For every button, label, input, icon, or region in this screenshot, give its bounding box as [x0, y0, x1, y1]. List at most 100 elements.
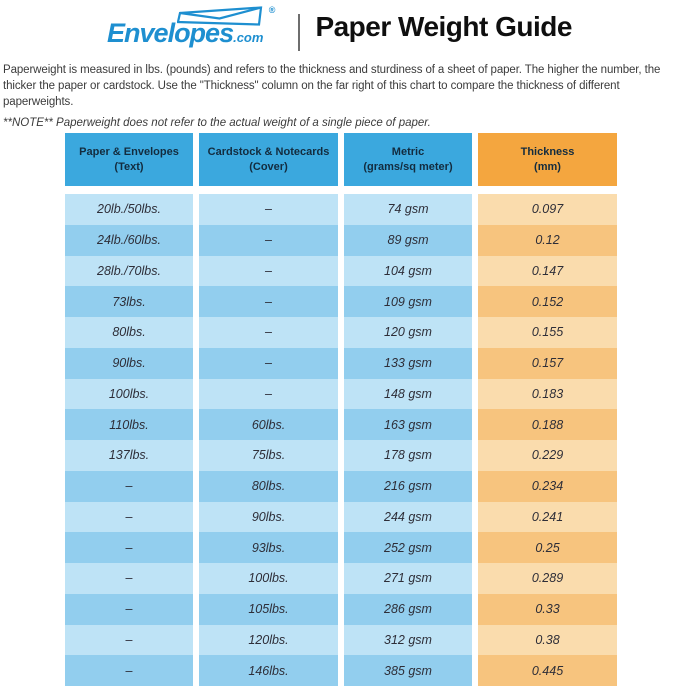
table-cell: 90lbs. [65, 347, 193, 379]
table-cell: 80lbs. [199, 470, 338, 502]
table-cell: 90lbs. [199, 501, 338, 533]
header-label: Thickness [520, 145, 575, 158]
table-cell: – [199, 317, 338, 348]
table-cell: 0.097 [478, 194, 617, 225]
table-cell: 312 gsm [344, 624, 472, 656]
table-cell: 74 gsm [344, 194, 472, 225]
intro-note: **NOTE** Paperweight does not refer to t… [3, 117, 431, 129]
table-cell: 89 gsm [344, 224, 472, 256]
table-cell: 109 gsm [344, 286, 472, 317]
brand-header: ® Envelopes.com Paper Weight Guide [0, 0, 679, 51]
table-row: 137lbs. 75lbs. 178 gsm 0.229 [65, 440, 617, 471]
table-cell: 137lbs. [65, 440, 193, 471]
table-cell: – [65, 624, 193, 656]
table-cell: 271 gsm [344, 563, 472, 594]
table-cell: 60lbs. [199, 409, 338, 440]
table-cell: 120 gsm [344, 317, 472, 348]
table-row: – 105lbs. 286 gsm 0.33 [65, 593, 617, 625]
table-cell: 93lbs. [199, 532, 338, 563]
table-row: – 80lbs. 216 gsm 0.234 [65, 470, 617, 502]
table-cell: – [65, 532, 193, 563]
table-cell: 120lbs. [199, 624, 338, 656]
header-label: Paper & Envelopes [79, 145, 179, 158]
table-cell: 252 gsm [344, 532, 472, 563]
table-cell: 0.33 [478, 593, 617, 625]
table-cell: 0.445 [478, 655, 617, 686]
envelope-icon [177, 6, 263, 26]
paperweight-table: Paper & Envelopes (Text) Cardstock & Not… [65, 133, 617, 686]
table-cell: 0.147 [478, 255, 617, 287]
table-cell: – [199, 378, 338, 410]
table-cell: 0.234 [478, 470, 617, 502]
table-cell: 100lbs. [65, 378, 193, 410]
header-cell-thickness: Thickness (mm) [478, 133, 617, 186]
table-cell: – [199, 286, 338, 317]
header-cell-cardstock-notecards: Cardstock & Notecards (Cover) [199, 133, 338, 186]
header-cell-metric: Metric (grams/sq meter) [344, 133, 472, 186]
header-sublabel: (mm) [534, 160, 561, 173]
table-cell: 0.241 [478, 501, 617, 533]
table-row: – 90lbs. 244 gsm 0.241 [65, 501, 617, 533]
table-row: – 100lbs. 271 gsm 0.289 [65, 563, 617, 594]
table-cell: 110lbs. [65, 409, 193, 440]
table-cell: 0.155 [478, 317, 617, 348]
table-cell: 244 gsm [344, 501, 472, 533]
envelopes-logo: ® Envelopes.com [107, 5, 289, 49]
table-cell: – [199, 255, 338, 287]
table-cell: 0.38 [478, 624, 617, 656]
table-cell: – [65, 501, 193, 533]
table-row: 73lbs. – 109 gsm 0.152 [65, 286, 617, 317]
table-cell: 28lb./70lbs. [65, 255, 193, 287]
table-cell: 20lb./50lbs. [65, 194, 193, 225]
table-row: 28lb./70lbs. – 104 gsm 0.147 [65, 255, 617, 287]
table-header-row: Paper & Envelopes (Text) Cardstock & Not… [65, 133, 617, 186]
table-cell: 100lbs. [199, 563, 338, 594]
table-cell: 105lbs. [199, 593, 338, 625]
header-divider [298, 14, 301, 51]
table-cell: – [199, 347, 338, 379]
table-row: – 120lbs. 312 gsm 0.38 [65, 624, 617, 656]
table-cell: – [65, 593, 193, 625]
table-cell: 146lbs. [199, 655, 338, 686]
table-cell: 0.152 [478, 286, 617, 317]
table-row: 90lbs. – 133 gsm 0.157 [65, 347, 617, 379]
table-row: 20lb./50lbs. – 74 gsm 0.097 [65, 194, 617, 225]
table-row: 80lbs. – 120 gsm 0.155 [65, 317, 617, 348]
table-cell: 104 gsm [344, 255, 472, 287]
table-row: 24lb./60lbs. – 89 gsm 0.12 [65, 224, 617, 256]
table-cell: 0.183 [478, 378, 617, 410]
table-row: – 146lbs. 385 gsm 0.445 [65, 655, 617, 686]
table-cell: 0.188 [478, 409, 617, 440]
table-cell: 133 gsm [344, 347, 472, 379]
intro-paragraph: Paperweight is measured in lbs. (pounds)… [3, 64, 661, 108]
table-cell: 148 gsm [344, 378, 472, 410]
table-cell: 0.229 [478, 440, 617, 471]
registered-mark: ® [268, 5, 276, 15]
header-sublabel: (Text) [114, 160, 144, 173]
table-cell: 163 gsm [344, 409, 472, 440]
header-label: Cardstock & Notecards [207, 145, 330, 158]
table-cell: – [199, 224, 338, 256]
table-cell: 0.12 [478, 224, 617, 256]
table-cell: 0.25 [478, 532, 617, 563]
table-cell: 286 gsm [344, 593, 472, 625]
table-cell: – [65, 470, 193, 502]
table-row: 100lbs. – 148 gsm 0.183 [65, 378, 617, 410]
table-cell: 178 gsm [344, 440, 472, 471]
header-cell-paper-envelopes: Paper & Envelopes (Text) [65, 133, 193, 186]
page-title: Paper Weight Guide [315, 11, 572, 42]
logo-tld: .com [233, 30, 264, 45]
table-cell: 0.289 [478, 563, 617, 594]
intro-section: Paperweight is measured in lbs. (pounds)… [0, 62, 679, 129]
table-cell: – [65, 655, 193, 686]
table-cell: 80lbs. [65, 317, 193, 348]
table-row: – 93lbs. 252 gsm 0.25 [65, 532, 617, 563]
table-cell: 216 gsm [344, 470, 472, 502]
table-body: 20lb./50lbs. – 74 gsm 0.097 24lb./60lbs.… [65, 194, 617, 686]
table-cell: 75lbs. [199, 440, 338, 471]
table-cell: 73lbs. [65, 286, 193, 317]
table-cell: 24lb./60lbs. [65, 224, 193, 256]
table-row: 110lbs. 60lbs. 163 gsm 0.188 [65, 409, 617, 440]
header-sublabel: (grams/sq meter) [363, 160, 453, 173]
